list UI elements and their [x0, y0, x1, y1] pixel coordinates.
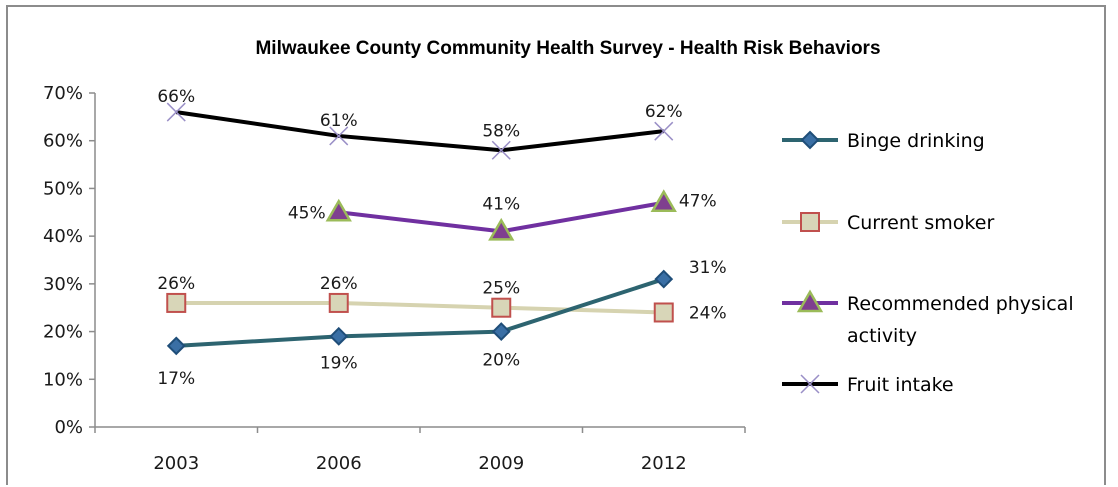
chart-title: Milwaukee County Community Health Survey…	[255, 38, 880, 59]
y-tick-label: 10%	[43, 369, 83, 390]
y-tick-label: 60%	[43, 131, 83, 152]
legend-label: Current smoker	[847, 212, 994, 234]
chart-frame	[6, 5, 1106, 485]
data-label: 41%	[482, 194, 520, 214]
y-tick-label: 40%	[43, 226, 83, 247]
x-tick-label: 2012	[641, 453, 687, 474]
point-marker	[166, 102, 186, 122]
point-marker	[488, 217, 515, 241]
point-marker	[328, 292, 349, 313]
point-marker	[491, 297, 512, 318]
point-marker	[800, 130, 820, 150]
x-tick-label: 2006	[316, 453, 362, 474]
point-marker	[800, 374, 820, 394]
series-current-smoker: 26% 26% 25% 24%	[157, 274, 726, 324]
x-tick-label: 2009	[478, 453, 524, 474]
y-tick-label: 50%	[43, 178, 83, 199]
series-recommended-physical-activity: 45% 41% 47%	[288, 189, 717, 241]
legend-item-current-smoker: Current smoker	[782, 212, 994, 234]
point-marker	[491, 140, 511, 160]
data-label: 17%	[157, 369, 195, 389]
point-marker	[796, 289, 824, 313]
point-marker	[166, 292, 187, 313]
data-label: 61%	[320, 111, 358, 131]
data-label: 31%	[689, 258, 727, 278]
point-marker	[800, 212, 820, 232]
point-marker	[329, 126, 349, 146]
point-marker	[166, 336, 186, 356]
point-marker	[650, 189, 677, 212]
data-label: 62%	[645, 102, 683, 122]
point-marker	[654, 269, 674, 289]
legend-item-fruit-intake: Fruit intake	[782, 374, 954, 396]
x-tick-label: 2003	[153, 453, 199, 474]
data-label: 26%	[157, 274, 195, 294]
series-line	[175, 110, 664, 153]
legend-label: Recommended physical	[847, 293, 1074, 315]
legend: Binge drinking Current smoker Recommended …	[782, 130, 1074, 396]
series-line	[176, 300, 664, 315]
data-label: 20%	[482, 351, 520, 371]
y-tick-label: 20%	[43, 322, 83, 343]
data-label: 47%	[679, 192, 717, 212]
legend-label: activity	[847, 325, 917, 347]
series-layer: 26% 26% 25% 24% 17% 19% 20% 31% 45% 41% 47% 66% 61% 5…	[157, 87, 726, 389]
data-label: 66%	[157, 87, 195, 107]
data-label: 58%	[482, 121, 520, 141]
data-label: 24%	[689, 303, 727, 323]
legend-item-binge-drinking: Binge drinking	[782, 130, 985, 152]
series-binge-drinking: 17% 19% 20% 31%	[157, 258, 726, 389]
y-tick-label: 30%	[43, 274, 83, 295]
y-tick-label: 70%	[43, 83, 83, 104]
x-axis-ticks: 2003 2006 2009 2012	[94, 427, 746, 474]
point-marker	[329, 326, 349, 346]
series-line	[176, 277, 665, 348]
legend-label: Fruit intake	[847, 374, 954, 396]
legend-item-recommended-physical-activity: Recommended physical activity	[782, 289, 1074, 347]
y-axis-ticks: 0% 10% 20% 30% 40% 50% 60% 70%	[43, 83, 95, 438]
data-label: 19%	[320, 353, 358, 373]
data-label: 25%	[482, 279, 520, 299]
point-marker	[653, 302, 674, 323]
point-marker	[491, 322, 511, 341]
y-tick-label: 0%	[54, 417, 83, 438]
series-fruit-intake: 66% 61% 58% 62%	[157, 87, 683, 160]
point-marker	[654, 121, 674, 141]
point-marker	[325, 198, 352, 222]
legend-label: Binge drinking	[847, 130, 985, 152]
data-label: 26%	[320, 274, 358, 294]
data-label: 45%	[288, 203, 326, 223]
